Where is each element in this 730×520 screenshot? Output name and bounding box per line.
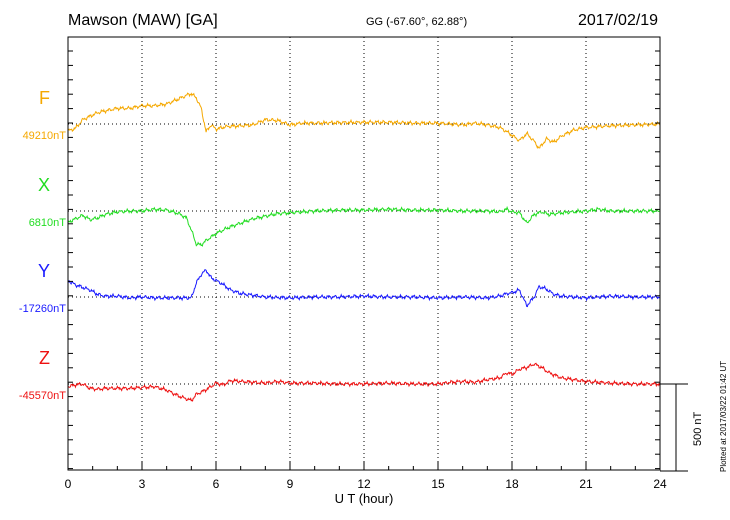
scale-bar xyxy=(660,383,688,472)
channel-baseline-z: -45570nT xyxy=(18,390,66,402)
x-tick-label: 15 xyxy=(431,477,445,491)
scale-bar-label: 500 nT xyxy=(692,411,704,446)
series-line-f xyxy=(67,92,661,149)
series-line-z xyxy=(67,362,661,402)
x-tick-label: 18 xyxy=(505,477,519,491)
tick-layer: 0 3 6 9 12 15 18 21 24 xyxy=(65,50,667,491)
series-line-y xyxy=(67,269,661,308)
channel-letter-y: Y xyxy=(37,261,50,281)
channel-letter-f: F xyxy=(39,88,50,108)
channel-baseline-f: 49210nT xyxy=(22,130,66,142)
x-tick-label: 0 xyxy=(65,477,72,491)
x-tick-label: 3 xyxy=(139,477,146,491)
x-tick-label: 12 xyxy=(357,477,371,491)
x-axis-label: U T (hour) xyxy=(335,491,394,506)
channel-letter-x: X xyxy=(37,175,50,195)
series-layer xyxy=(67,92,661,402)
channel-baseline-x: 6810nT xyxy=(28,217,66,229)
x-tick-label: 21 xyxy=(579,477,593,491)
date-label: 2017/02/19 xyxy=(578,12,659,29)
geographic-coordinates: GG (-67.60°, 62.88°) xyxy=(366,16,468,28)
channel-letter-z: Z xyxy=(39,348,50,368)
series-line-x xyxy=(67,205,661,247)
grid-layer xyxy=(68,37,660,470)
x-tick-label: 9 xyxy=(287,477,294,491)
channel-baseline-y: -17260nT xyxy=(18,303,66,315)
station-title: Mawson (MAW) [GA] xyxy=(68,12,218,29)
x-tick-label: 24 xyxy=(653,477,667,491)
x-tick-label: 6 xyxy=(213,477,220,491)
